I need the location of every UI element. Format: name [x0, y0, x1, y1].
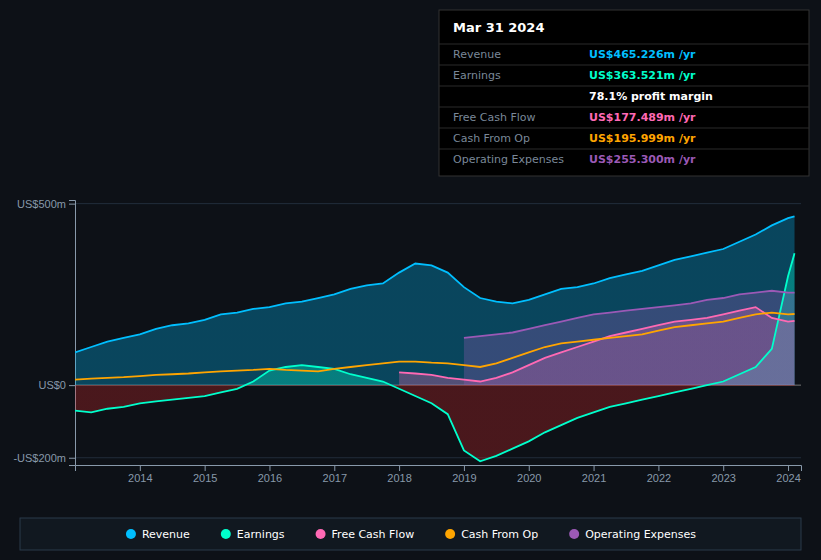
- annotation-label: Operating Expenses: [453, 153, 564, 166]
- legend-label: Cash From Op: [461, 528, 538, 541]
- line: [464, 291, 795, 338]
- tick: [69, 458, 75, 459]
- legend-swatch: [569, 529, 579, 539]
- grid: [75, 204, 801, 458]
- legend-label: Revenue: [142, 528, 190, 541]
- tick-group: 2018: [387, 465, 411, 484]
- grid-line: [75, 457, 801, 458]
- plot-area: 2014 2015 2016 2017 2018 2019 2020 2021 2022 2023…: [13, 198, 801, 484]
- annotation-label: Revenue: [453, 48, 501, 61]
- legend-label: Earnings: [237, 528, 285, 541]
- tick-label: US$500m: [17, 198, 66, 210]
- tick-label: 2017: [323, 472, 347, 484]
- annotation-label: Free Cash Flow: [453, 111, 536, 124]
- divider: [439, 44, 809, 45]
- annotation: US$177.489m /yr: [589, 111, 696, 124]
- tick-group: -US$200m: [13, 452, 75, 464]
- legend-swatch: [445, 529, 455, 539]
- tick: [529, 465, 530, 471]
- annotation-label: Earnings: [453, 69, 501, 82]
- annotation: 78.1% profit margin: [589, 90, 713, 103]
- tick-label: 2019: [452, 472, 476, 484]
- divider: [439, 65, 809, 66]
- tick-label: 2024: [776, 472, 800, 484]
- tick-group: US$0: [38, 379, 75, 391]
- tick: [69, 204, 75, 205]
- tick-label: 2016: [258, 472, 282, 484]
- tick-group: 2021: [582, 465, 606, 484]
- tick-group: 2016: [258, 465, 282, 484]
- tick: [723, 465, 724, 471]
- legend-item: Earnings: [221, 528, 285, 541]
- tick-group: 2020: [517, 465, 541, 484]
- line: [75, 216, 795, 352]
- tick: [788, 465, 789, 471]
- annotation: US$465.226m /yr: [589, 48, 696, 61]
- tick-group: 2015: [193, 465, 217, 484]
- tick: [140, 465, 141, 471]
- legend-item: Free Cash Flow: [316, 528, 415, 541]
- tick: [334, 465, 335, 471]
- info-panel: Mar 31 2024 Revenue US$465.226m /yr Earning…: [439, 10, 809, 176]
- legend-items: Revenue Earnings Free Cash Flow Cash From O…: [126, 528, 696, 541]
- tick: [69, 385, 75, 386]
- tick: [269, 465, 270, 471]
- tick-label: -US$200m: [13, 452, 66, 464]
- tick: [594, 465, 595, 471]
- legend-item: Revenue: [126, 528, 190, 541]
- tick-label: 2015: [193, 472, 217, 484]
- area: [75, 216, 795, 385]
- legend-label: Operating Expenses: [585, 528, 696, 541]
- tick-group: 2022: [647, 465, 671, 484]
- tick: [464, 465, 465, 471]
- tick-label: 2018: [387, 472, 411, 484]
- legend: Revenue Earnings Free Cash Flow Cash From O…: [20, 518, 801, 550]
- tick: [205, 465, 206, 471]
- legend-swatch: [316, 529, 326, 539]
- tick-group: 2014: [128, 465, 152, 484]
- line: [75, 253, 795, 461]
- tick-label: 2014: [128, 472, 152, 484]
- legend-item: Cash From Op: [445, 528, 538, 541]
- legend-label: Free Cash Flow: [332, 528, 415, 541]
- annotation: US$255.300m /yr: [589, 153, 696, 166]
- tick-label: 2023: [711, 472, 735, 484]
- tick-group: 2024: [776, 465, 800, 484]
- annotation: US$195.999m /yr: [589, 132, 696, 145]
- info-panel-bg: [439, 10, 809, 176]
- divider: [439, 107, 809, 108]
- grid-line: [75, 203, 801, 204]
- legend-swatch: [126, 529, 136, 539]
- marks: [75, 216, 795, 461]
- tick-group: 2019: [452, 465, 476, 484]
- tick-label: 2020: [517, 472, 541, 484]
- y-axis: -US$200m US$0 US$500m: [13, 198, 75, 466]
- tick-group: 2017: [323, 465, 347, 484]
- tick: [399, 465, 400, 471]
- chart: 2014 2015 2016 2017 2018 2019 2020 2021 2022 2023…: [0, 0, 821, 560]
- line: [75, 313, 795, 380]
- divider: [439, 128, 809, 129]
- divider: [439, 149, 809, 150]
- divider: [439, 86, 809, 87]
- tick: [658, 465, 659, 471]
- tick-group: US$500m: [17, 198, 75, 210]
- legend-bg: [20, 518, 801, 550]
- tick-label: 2022: [647, 472, 671, 484]
- tick-label: 2021: [582, 472, 606, 484]
- annotation-label: Cash From Op: [453, 132, 530, 145]
- legend-swatch: [221, 529, 231, 539]
- axis-line: [69, 201, 76, 466]
- legend-item: Operating Expenses: [569, 528, 696, 541]
- axis-line: [76, 466, 802, 472]
- tick-label: US$0: [38, 379, 66, 391]
- tick-group: 2023: [711, 465, 735, 484]
- x-axis: 2014 2015 2016 2017 2018 2019 2020 2021 2022 2023…: [76, 465, 802, 484]
- annotation: US$363.521m /yr: [589, 69, 696, 82]
- area: [75, 253, 795, 461]
- title: Mar 31 2024: [453, 20, 544, 35]
